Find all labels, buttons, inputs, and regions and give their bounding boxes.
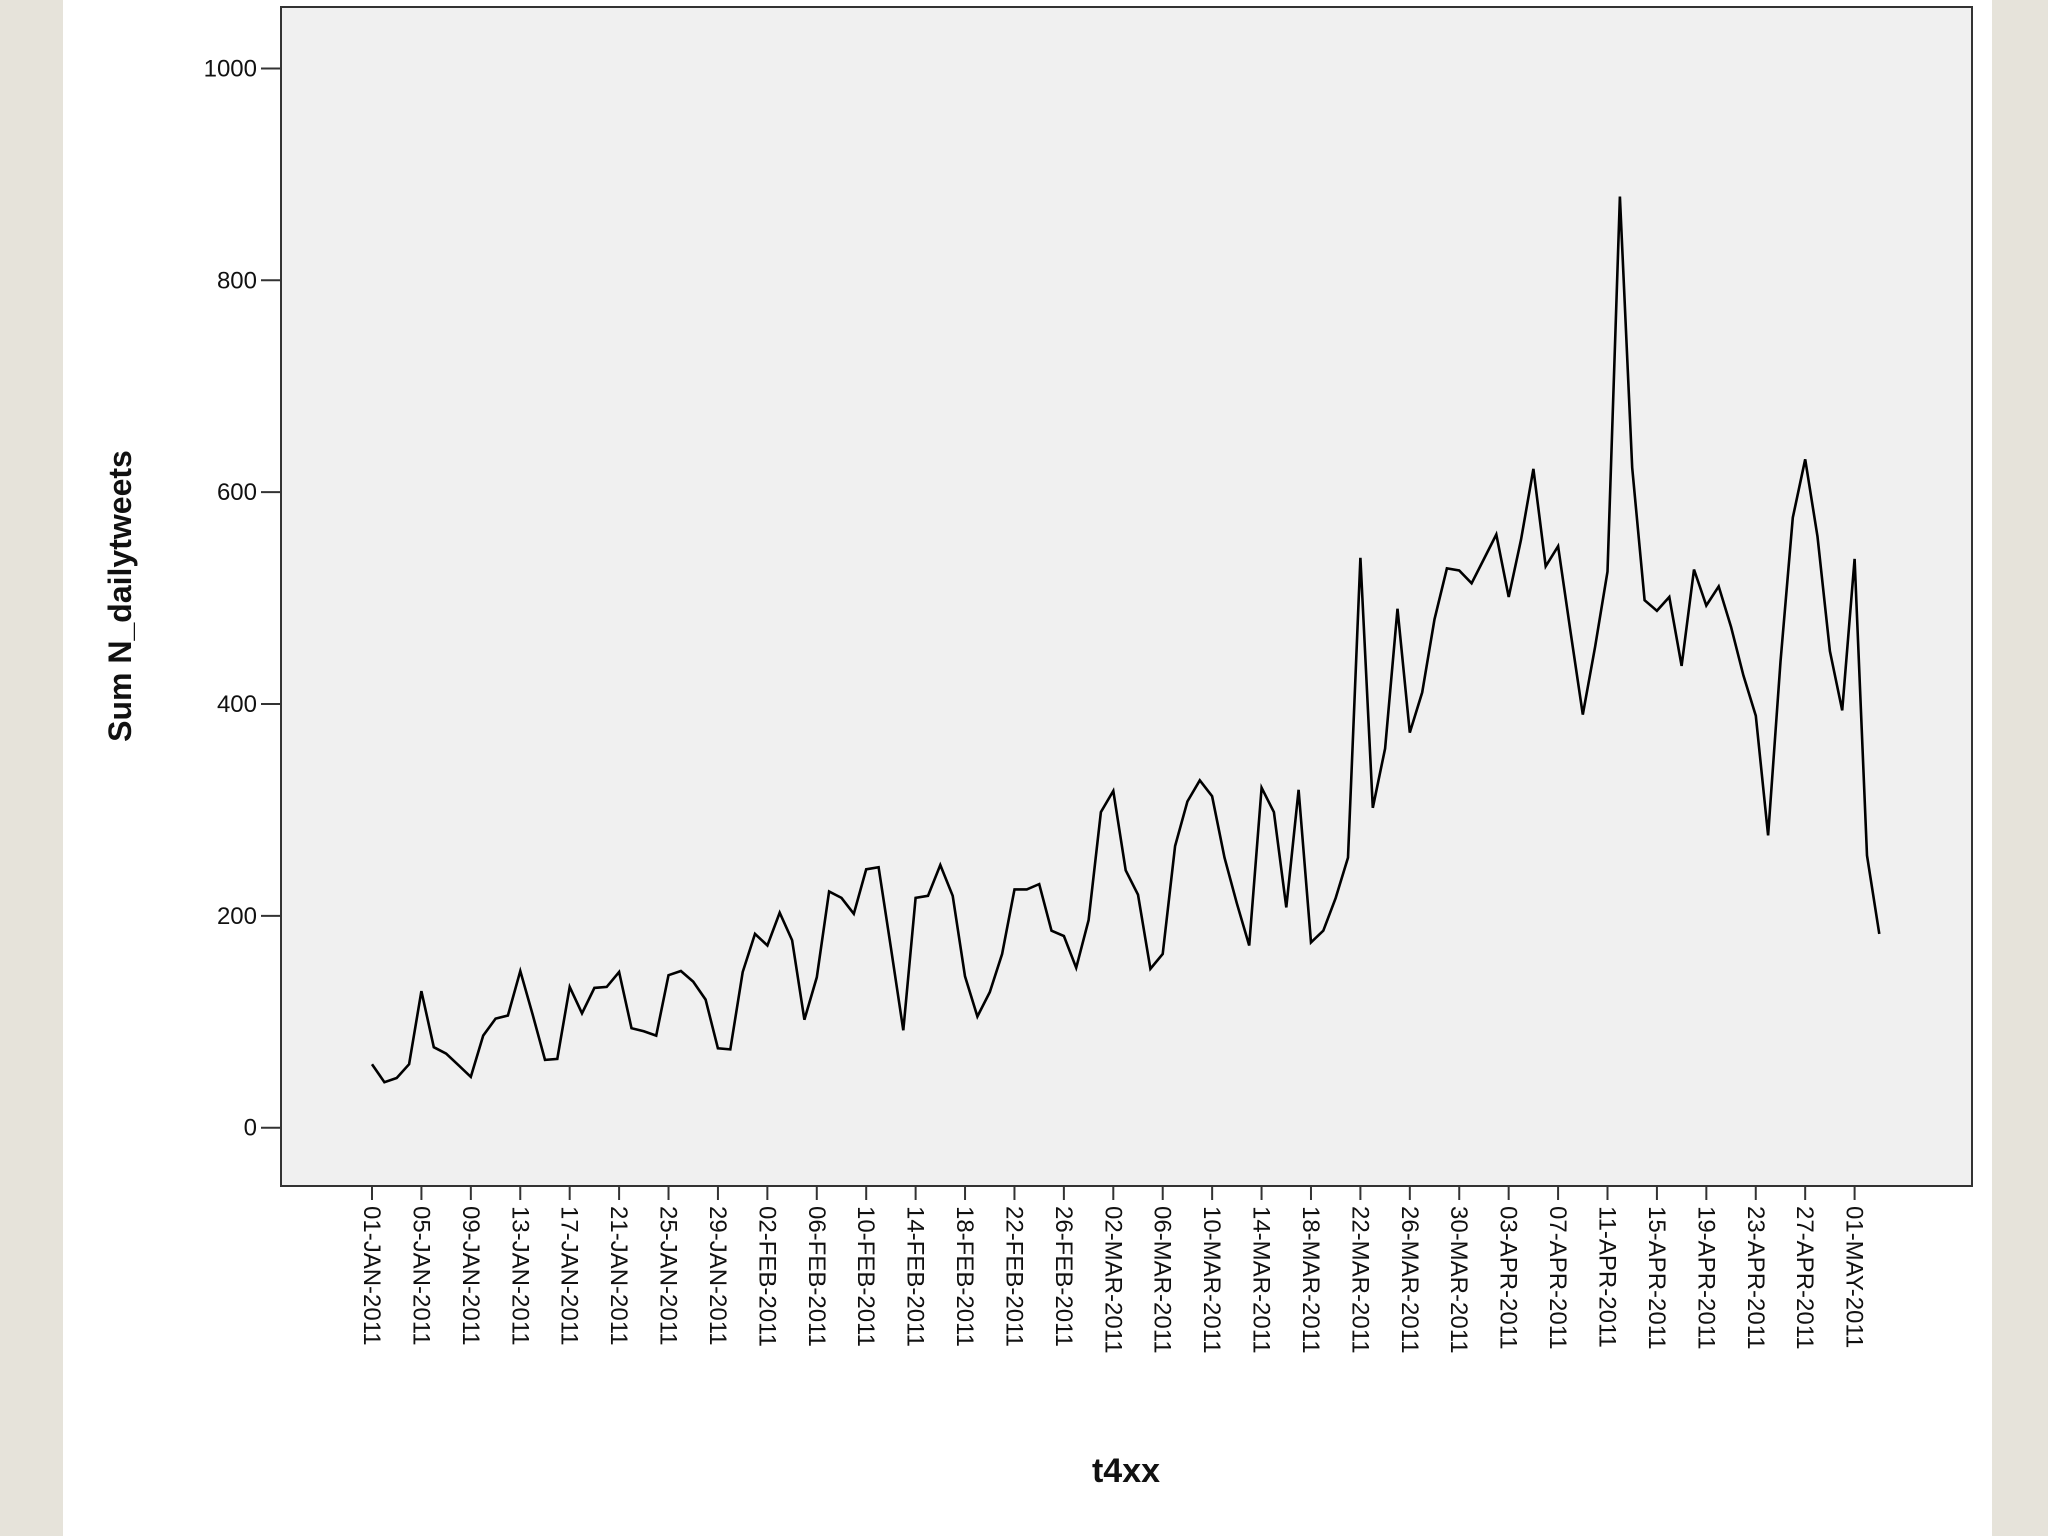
x-tick-label: 14-FEB-2011 xyxy=(902,1206,929,1347)
x-tick-label: 10-MAR-2011 xyxy=(1198,1206,1225,1354)
x-tick-label: 03-APR-2011 xyxy=(1495,1206,1522,1350)
x-tick-label: 01-MAY-2011 xyxy=(1841,1206,1868,1348)
x-tick-label: 05-JAN-2011 xyxy=(407,1206,434,1346)
x-tick-label: 19-APR-2011 xyxy=(1692,1206,1719,1350)
y-tick-label: 1000 xyxy=(204,55,257,82)
x-tick-label: 09-JAN-2011 xyxy=(457,1206,484,1346)
x-tick-label: 13-JAN-2011 xyxy=(506,1206,533,1346)
plot-area xyxy=(280,6,1973,1187)
x-tick-label: 10-FEB-2011 xyxy=(852,1206,879,1347)
data-line xyxy=(370,196,1881,1084)
y-tick-label: 800 xyxy=(217,267,257,294)
x-tick-label: 18-FEB-2011 xyxy=(951,1206,978,1347)
x-tick-label: 07-APR-2011 xyxy=(1544,1206,1571,1350)
x-tick-label: 26-MAR-2011 xyxy=(1396,1206,1423,1354)
x-tick-label: 06-FEB-2011 xyxy=(803,1206,830,1347)
x-tick-label: 02-MAR-2011 xyxy=(1099,1206,1126,1354)
x-tick-label: 14-MAR-2011 xyxy=(1248,1206,1275,1354)
x-axis-title: t4xx xyxy=(1092,1452,1160,1490)
y-axis-title: Sum N_dailytweets xyxy=(102,450,138,742)
x-tick-label: 06-MAR-2011 xyxy=(1149,1206,1176,1354)
x-tick-label: 02-FEB-2011 xyxy=(753,1206,780,1347)
x-tick-label: 21-JAN-2011 xyxy=(605,1206,632,1346)
x-tick-label: 25-JAN-2011 xyxy=(655,1206,682,1346)
x-tick-label: 29-JAN-2011 xyxy=(704,1206,731,1346)
x-tick-label: 23-APR-2011 xyxy=(1742,1206,1769,1350)
y-tick-label: 200 xyxy=(217,903,257,930)
x-tick-label: 26-FEB-2011 xyxy=(1050,1206,1077,1347)
x-tick-label: 27-APR-2011 xyxy=(1791,1206,1818,1350)
x-tick-label: 18-MAR-2011 xyxy=(1297,1206,1324,1354)
x-tick-label: 01-JAN-2011 xyxy=(358,1206,385,1346)
x-tick-label: 22-FEB-2011 xyxy=(1000,1206,1027,1347)
x-tick-label: 30-MAR-2011 xyxy=(1445,1206,1472,1354)
y-tick-label: 600 xyxy=(217,479,257,506)
y-tick-label: 0 xyxy=(244,1115,257,1142)
x-tick-label: 15-APR-2011 xyxy=(1643,1206,1670,1350)
x-tick-label: 17-JAN-2011 xyxy=(556,1206,583,1346)
y-tick-label: 400 xyxy=(217,691,257,718)
x-tick-label: 11-APR-2011 xyxy=(1594,1206,1621,1348)
x-tick-label: 22-MAR-2011 xyxy=(1346,1206,1373,1354)
